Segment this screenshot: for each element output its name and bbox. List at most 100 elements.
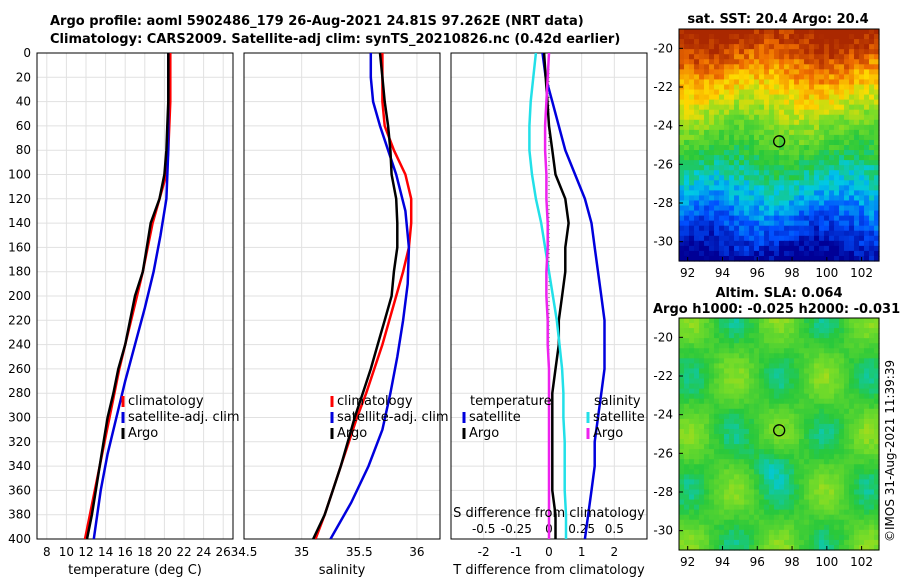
map-cell <box>764 99 770 106</box>
map-cell <box>724 99 730 106</box>
map-border <box>678 28 880 262</box>
map-cell <box>844 524 850 531</box>
map-cell <box>719 333 725 339</box>
map-cell <box>689 318 695 324</box>
map-cell <box>774 323 780 329</box>
map-cell <box>819 368 825 375</box>
map-cell <box>874 474 880 480</box>
map-cell <box>744 54 750 60</box>
map-cell <box>839 423 845 430</box>
map-cell <box>794 69 800 75</box>
map-cell <box>839 195 845 202</box>
map-cell <box>699 388 705 395</box>
map-cell <box>844 250 850 257</box>
map-cell <box>744 170 750 176</box>
map-cell <box>714 423 720 430</box>
map-cell <box>839 494 845 501</box>
map-cell <box>809 383 815 390</box>
map-cell <box>694 459 700 465</box>
map-cell <box>874 479 880 486</box>
map-cell <box>754 175 760 181</box>
map-cell <box>874 170 880 176</box>
map-cell <box>774 255 780 262</box>
x-tick-label: -2 <box>478 545 490 559</box>
map-cell <box>769 124 775 131</box>
map-cell <box>694 185 700 191</box>
map-cell <box>764 190 770 197</box>
map-cell <box>679 323 685 329</box>
map-cell <box>799 383 805 390</box>
map-cell <box>769 69 775 75</box>
map-cell <box>774 49 780 55</box>
map-cell <box>704 225 710 232</box>
map-cell <box>864 499 870 506</box>
map-cell <box>744 190 750 197</box>
map-cell <box>744 428 750 435</box>
map-cell <box>689 39 695 45</box>
y-tick-label: 320 <box>8 435 31 449</box>
map-cell <box>754 210 760 217</box>
map-cell <box>829 99 835 106</box>
map-cell <box>679 388 685 395</box>
map-cell <box>744 69 750 75</box>
map-cell <box>859 529 865 536</box>
map-cell <box>694 250 700 257</box>
map-cell <box>689 398 695 405</box>
map-cell <box>714 119 720 126</box>
map-cell <box>724 403 730 410</box>
map-cell <box>714 318 720 324</box>
map-cell <box>739 250 745 257</box>
map-cell <box>709 49 715 55</box>
map-cell <box>684 358 690 364</box>
map-cell <box>844 544 850 551</box>
map-cell <box>724 94 730 101</box>
map-cell <box>794 408 800 415</box>
map-cell <box>784 368 790 375</box>
map-cell <box>699 119 705 126</box>
map-cell <box>764 49 770 55</box>
map-cell <box>869 245 875 252</box>
map-cell <box>834 89 840 96</box>
map-cell <box>794 383 800 390</box>
map-cell <box>739 328 745 334</box>
map-cell <box>774 89 780 96</box>
map-cell <box>699 418 705 425</box>
map-cell <box>774 170 780 176</box>
map-cell <box>759 44 765 50</box>
map-cell <box>744 155 750 161</box>
map-cell <box>869 378 875 385</box>
map-cell <box>739 353 745 359</box>
map-cell <box>754 504 760 511</box>
map-cell <box>859 94 865 101</box>
map-cell <box>849 529 855 536</box>
map-cell <box>774 479 780 486</box>
map-cell <box>819 408 825 415</box>
map-cell <box>719 89 725 96</box>
map-cell <box>829 499 835 506</box>
map-cell <box>874 134 880 141</box>
map-cell <box>764 150 770 156</box>
map-cell <box>794 514 800 521</box>
map-cell <box>724 150 730 156</box>
map-cell <box>719 323 725 329</box>
map-cell <box>694 255 700 262</box>
map-cell <box>679 509 685 516</box>
map-cell <box>819 180 825 186</box>
map-cell <box>824 459 830 465</box>
map-cell <box>859 240 865 247</box>
map-cell <box>764 245 770 252</box>
map-cell <box>854 250 860 257</box>
map-cell <box>789 454 795 460</box>
map-cell <box>774 150 780 156</box>
map-cell <box>744 504 750 511</box>
map-cell <box>834 44 840 50</box>
map-cell <box>839 165 845 171</box>
map-cell <box>794 129 800 136</box>
map-cell <box>839 353 845 359</box>
map-cell <box>809 220 815 227</box>
map-cell <box>854 328 860 334</box>
map-cell <box>849 428 855 435</box>
map-cell <box>709 423 715 430</box>
map-cell <box>829 240 835 247</box>
map-cell <box>839 403 845 410</box>
